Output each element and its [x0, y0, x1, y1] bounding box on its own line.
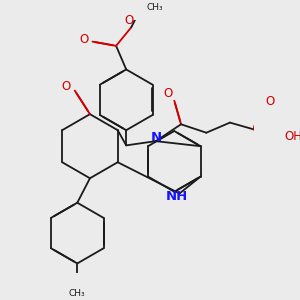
Text: O: O: [266, 95, 275, 108]
Text: CH₃: CH₃: [146, 2, 163, 11]
Text: CH₃: CH₃: [69, 289, 85, 298]
Text: O: O: [62, 80, 71, 93]
Text: N: N: [151, 131, 162, 144]
Text: OH: OH: [284, 130, 300, 142]
Text: O: O: [163, 87, 172, 101]
Text: O: O: [124, 14, 134, 27]
Text: O: O: [80, 33, 89, 46]
Text: NH: NH: [166, 190, 188, 203]
